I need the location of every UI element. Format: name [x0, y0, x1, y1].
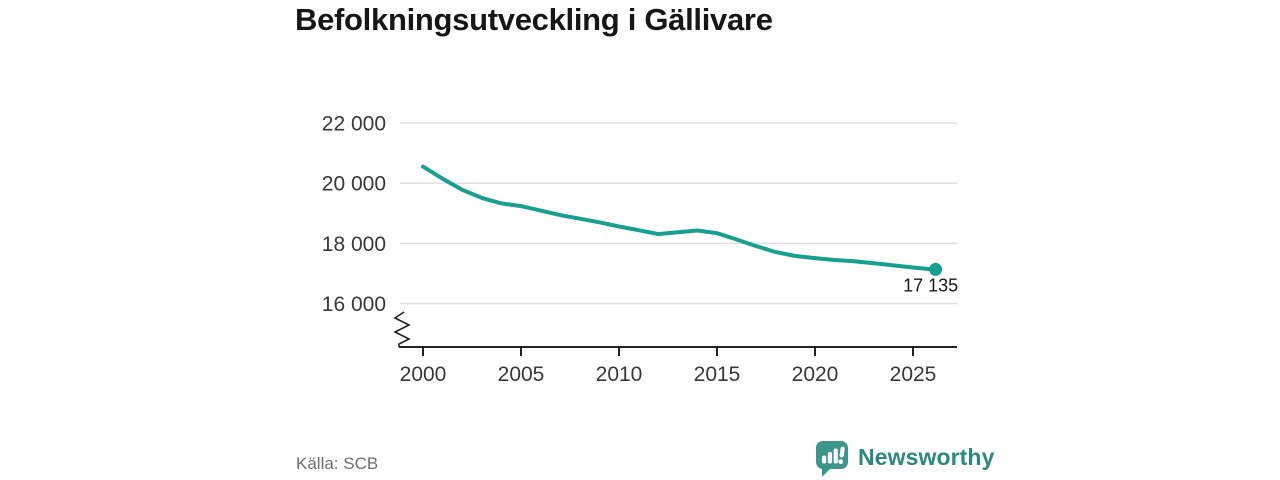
- source-label: Källa: SCB: [296, 454, 379, 473]
- y-axis-label: 20 000: [322, 173, 386, 196]
- x-axis-label: 2015: [694, 363, 741, 386]
- axis-break-zigzag: [393, 311, 411, 347]
- chart-title: Befolkningsutveckling i Gällivare: [295, 2, 773, 37]
- end-point-marker: [929, 262, 943, 276]
- newsworthy-chart-bubble-icon: [816, 441, 848, 477]
- population-line: [421, 164, 935, 272]
- x-axis-label: 2000: [400, 363, 447, 386]
- x-axis-label: 2025: [890, 363, 937, 386]
- y-axis-label: 18 000: [322, 233, 386, 256]
- y-axis-label: 22 000: [322, 113, 386, 136]
- newsworthy-logo: Newsworthy: [815, 440, 994, 478]
- x-axis-label: 2005: [498, 363, 545, 386]
- y-axis-label: 16 000: [322, 293, 386, 316]
- end-point-label: 17 135: [903, 275, 958, 295]
- x-axis-label: 2010: [596, 363, 643, 386]
- x-axis-label: 2020: [792, 363, 839, 386]
- newsworthy-brand-name: Newsworthy: [858, 443, 995, 470]
